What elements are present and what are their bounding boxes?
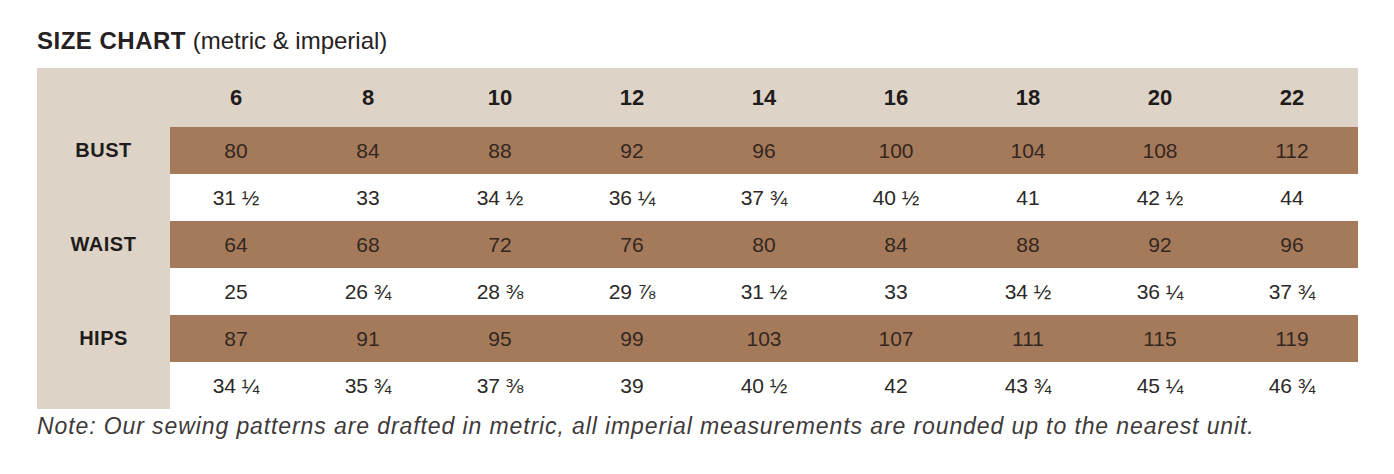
waist-metric-cell: 84 xyxy=(830,221,962,268)
bust-metric-cell: 112 xyxy=(1226,127,1358,174)
waist-imperial-cell: 31 ½ xyxy=(698,268,830,315)
size-header-16: 16 xyxy=(830,68,962,127)
hips-imperial-cell: 40 ½ xyxy=(698,362,830,409)
waist-metric-cell: 64 xyxy=(170,221,302,268)
waist-imperial-cell: 33 xyxy=(830,268,962,315)
hips-metric-cell: 107 xyxy=(830,315,962,362)
row-label-spacer xyxy=(37,362,170,409)
size-header-6: 6 xyxy=(170,68,302,127)
row-label-spacer xyxy=(37,268,170,315)
hips-imperial-cell: 34 ¼ xyxy=(170,362,302,409)
hips-imperial-cell: 45 ¼ xyxy=(1094,362,1226,409)
hips-imperial-cell: 35 ¾ xyxy=(302,362,434,409)
bust-imperial-cell: 40 ½ xyxy=(830,174,962,221)
size-header-22: 22 xyxy=(1226,68,1358,127)
hips-imperial-cell: 43 ¾ xyxy=(962,362,1094,409)
hips-imperial-cell: 37 ⅜ xyxy=(434,362,566,409)
bust-metric-cell: 92 xyxy=(566,127,698,174)
waist-imperial-cell: 34 ½ xyxy=(962,268,1094,315)
waist-metric-cell: 96 xyxy=(1226,221,1358,268)
hips-imperial-cell: 39 xyxy=(566,362,698,409)
hips-metric-cell: 115 xyxy=(1094,315,1226,362)
waist-metric-cell: 72 xyxy=(434,221,566,268)
hips-metric-cell: 87 xyxy=(170,315,302,362)
bust-metric-cell: 96 xyxy=(698,127,830,174)
bust-imperial-cell: 33 xyxy=(302,174,434,221)
page-title-sub: (metric & imperial) xyxy=(193,27,388,54)
hips-metric-cell: 95 xyxy=(434,315,566,362)
size-chart-table: 6 8 10 12 14 16 18 20 22 BUST 80 84 88 9… xyxy=(37,68,1358,409)
size-header-20: 20 xyxy=(1094,68,1226,127)
page-title-main: SIZE CHART xyxy=(37,27,186,54)
bust-imperial-cell: 41 xyxy=(962,174,1094,221)
hips-metric-cell: 99 xyxy=(566,315,698,362)
bust-metric-cell: 104 xyxy=(962,127,1094,174)
bust-imperial-cell: 42 ½ xyxy=(1094,174,1226,221)
waist-metric-cell: 76 xyxy=(566,221,698,268)
bust-imperial-cell: 36 ¼ xyxy=(566,174,698,221)
page-title: SIZE CHART (metric & imperial) xyxy=(37,27,387,55)
waist-metric-cell: 68 xyxy=(302,221,434,268)
hips-imperial-cell: 46 ¾ xyxy=(1226,362,1358,409)
metric-rounding-note: Note: Our sewing patterns are drafted in… xyxy=(37,413,1367,440)
hips-metric-cell: 103 xyxy=(698,315,830,362)
size-header-12: 12 xyxy=(566,68,698,127)
waist-imperial-cell: 26 ¾ xyxy=(302,268,434,315)
size-header-14: 14 xyxy=(698,68,830,127)
waist-imperial-cell: 36 ¼ xyxy=(1094,268,1226,315)
row-label-spacer xyxy=(37,174,170,221)
row-label-waist: WAIST xyxy=(37,221,170,268)
waist-imperial-cell: 37 ¾ xyxy=(1226,268,1358,315)
waist-imperial-cell: 25 xyxy=(170,268,302,315)
bust-metric-cell: 108 xyxy=(1094,127,1226,174)
hips-metric-cell: 119 xyxy=(1226,315,1358,362)
bust-metric-cell: 80 xyxy=(170,127,302,174)
row-label-hips: HIPS xyxy=(37,315,170,362)
bust-imperial-cell: 37 ¾ xyxy=(698,174,830,221)
hips-metric-cell: 91 xyxy=(302,315,434,362)
waist-imperial-cell: 28 ⅜ xyxy=(434,268,566,315)
bust-imperial-cell: 44 xyxy=(1226,174,1358,221)
hips-imperial-cell: 42 xyxy=(830,362,962,409)
bust-metric-cell: 100 xyxy=(830,127,962,174)
waist-metric-cell: 92 xyxy=(1094,221,1226,268)
waist-metric-cell: 80 xyxy=(698,221,830,268)
row-label-bust: BUST xyxy=(37,127,170,174)
header-corner-cell xyxy=(37,68,170,127)
hips-metric-cell: 111 xyxy=(962,315,1094,362)
size-header-18: 18 xyxy=(962,68,1094,127)
size-header-8: 8 xyxy=(302,68,434,127)
bust-imperial-cell: 31 ½ xyxy=(170,174,302,221)
waist-imperial-cell: 29 ⅞ xyxy=(566,268,698,315)
bust-imperial-cell: 34 ½ xyxy=(434,174,566,221)
size-chart-page: SIZE CHART (metric & imperial) 6 8 10 12… xyxy=(0,0,1394,474)
waist-metric-cell: 88 xyxy=(962,221,1094,268)
size-header-10: 10 xyxy=(434,68,566,127)
bust-metric-cell: 84 xyxy=(302,127,434,174)
bust-metric-cell: 88 xyxy=(434,127,566,174)
